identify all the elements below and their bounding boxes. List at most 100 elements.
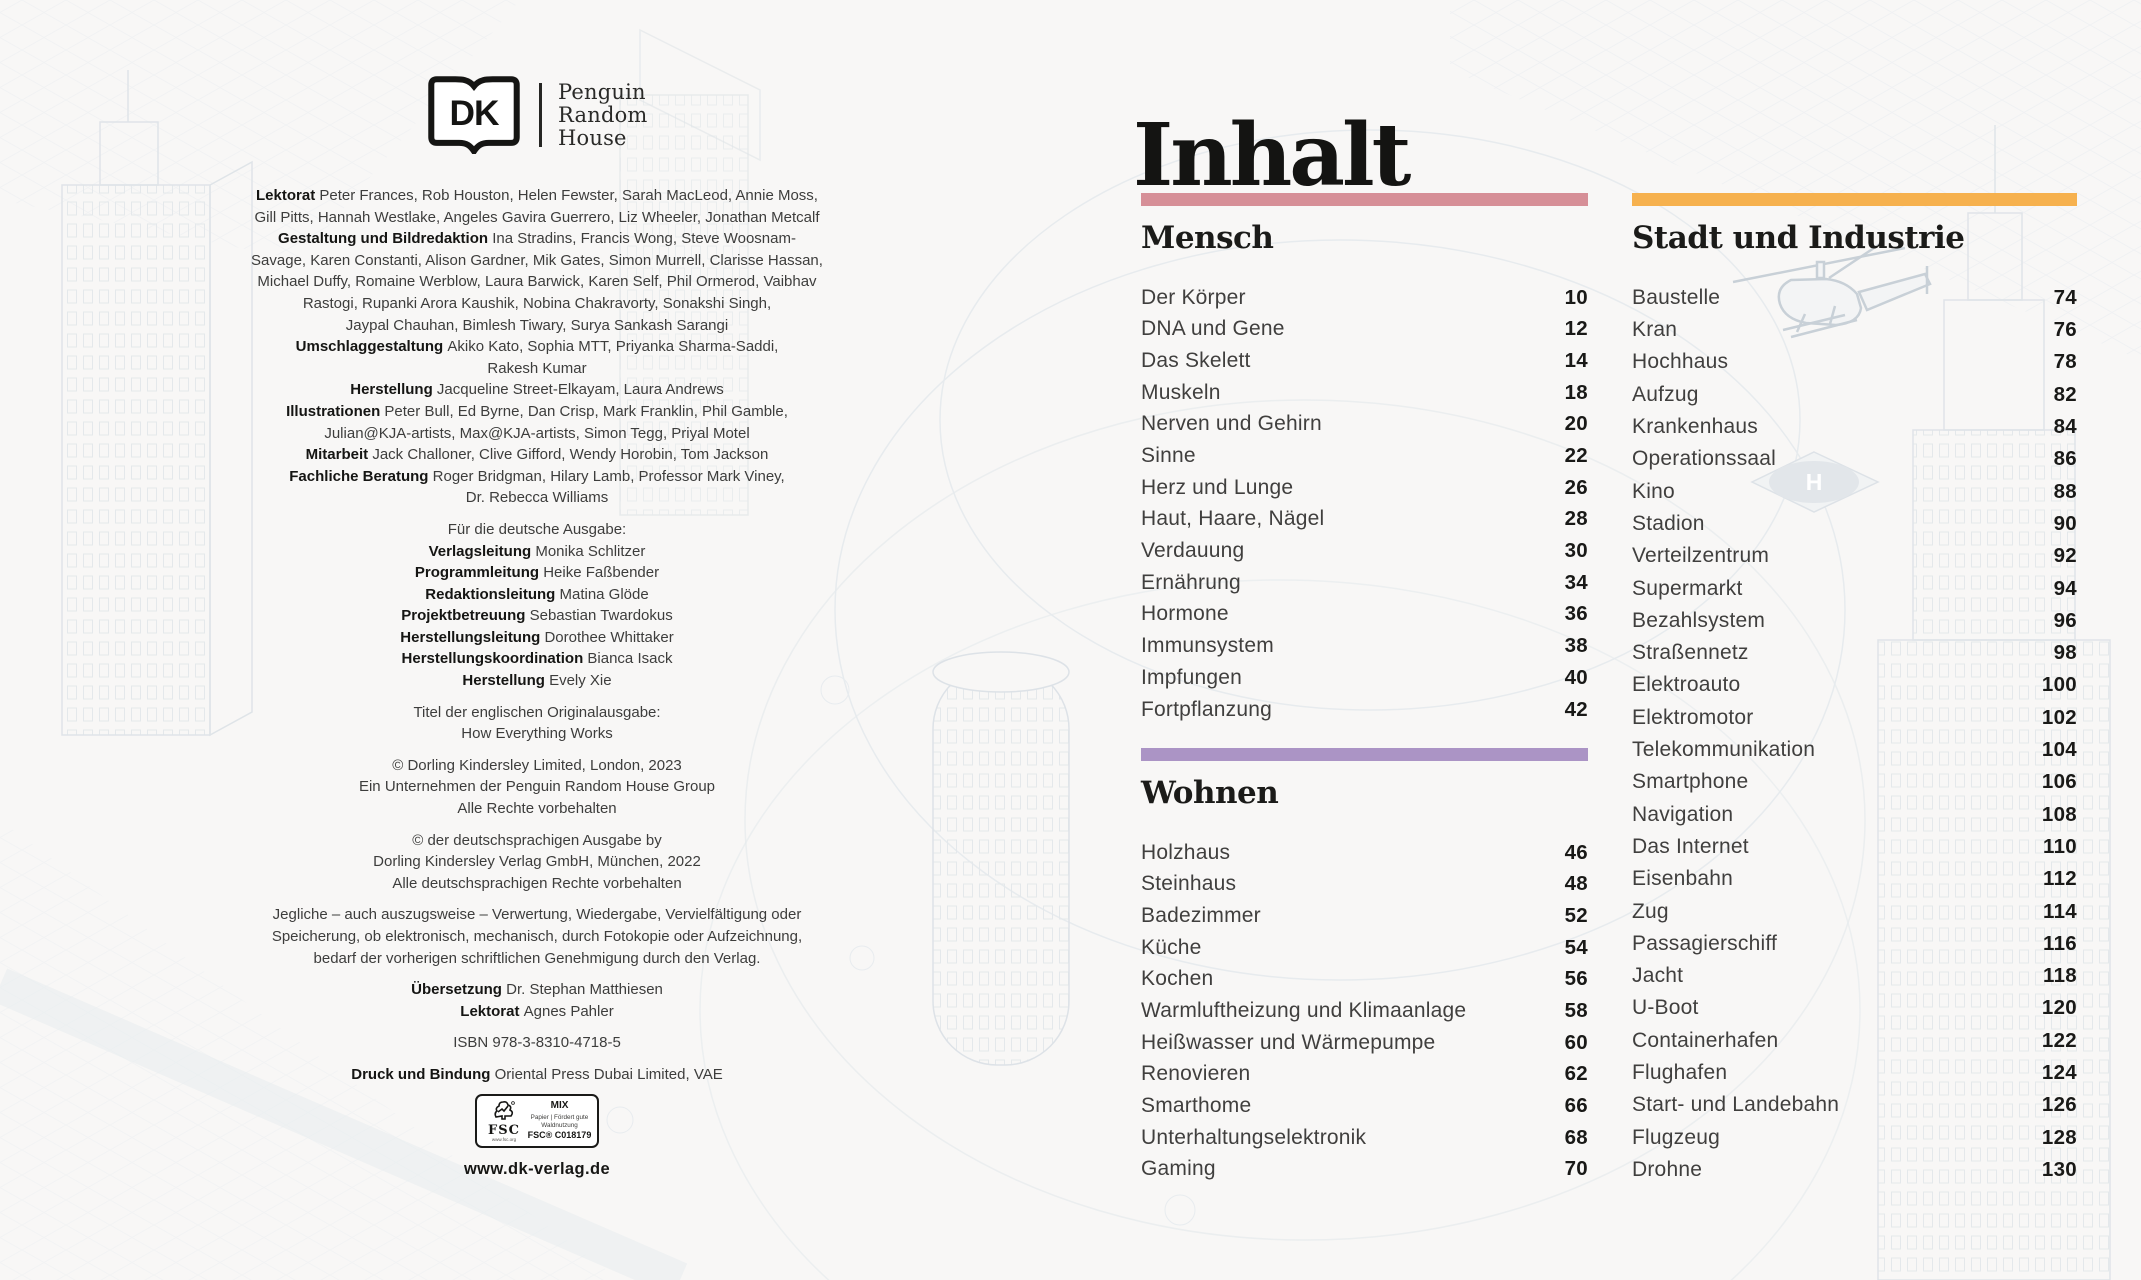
credits-paragraph: ISBN 978-3-8310-4718-5 — [178, 1032, 896, 1054]
toc-item-label: DNA und Gene — [1141, 317, 1285, 341]
page-title: Inhalt — [1133, 104, 1411, 206]
toc-item-label: Hormone — [1141, 602, 1229, 626]
credits-block: Lektorat Peter Frances, Rob Houston, Hel… — [178, 185, 896, 1096]
toc-item: Das Skelett 14 — [1141, 345, 1588, 377]
toc-item-page: 74 — [2053, 285, 2077, 309]
toc-item: Nerven und Gehirn 20 — [1141, 408, 1588, 440]
credits-line: © Dorling Kindersley Limited, London, 20… — [392, 756, 682, 774]
toc-item-page: 38 — [1564, 634, 1588, 658]
toc-item-page: 20 — [1564, 412, 1588, 436]
toc-item-page: 108 — [2041, 802, 2077, 826]
toc-item-label: Stadion — [1632, 511, 1705, 535]
toc-item-page: 30 — [1564, 539, 1588, 563]
toc-item-page: 70 — [1564, 1157, 1588, 1181]
toc-item-label: U-Boot — [1632, 996, 1699, 1020]
toc-item: Start- und Landebahn 126 — [1632, 1089, 2077, 1121]
fsc-label: FSC www.fsc.org MIX Papier | Fördert gut… — [475, 1094, 599, 1148]
toc-item-page: 104 — [2041, 738, 2077, 762]
toc-item: Baustelle 74 — [1632, 282, 2077, 314]
toc-item: Hormone 36 — [1141, 599, 1588, 631]
credits-line: Herstellungskoordination Bianca Isack — [401, 650, 673, 668]
credits-line: Fachliche Beratung Roger Bridgman, Hilar… — [289, 467, 785, 485]
imprint-line: Random — [558, 102, 648, 127]
toc-item-label: Straßennetz — [1632, 641, 1749, 665]
toc-item-page: 100 — [2041, 673, 2077, 697]
toc-item-label: Verdauung — [1141, 539, 1245, 563]
toc-item-label: Impfungen — [1141, 665, 1243, 689]
toc-item-page: 94 — [2053, 576, 2077, 600]
toc-item-label: Eisenbahn — [1632, 867, 1734, 891]
toc-item: Das Internet 110 — [1632, 831, 2077, 863]
dk-logo-icon: DK — [428, 76, 520, 154]
toc-item-label: Badezimmer — [1141, 903, 1261, 927]
toc-item-label: Elektroauto — [1632, 673, 1741, 697]
toc-item: Jacht 118 — [1632, 960, 2077, 992]
toc-item: Steinhaus 48 — [1141, 868, 1588, 900]
helicopter-illustration — [1732, 240, 1932, 339]
section-color-bar — [1141, 193, 1588, 206]
toc-item-label: Zug — [1632, 899, 1669, 923]
toc-item-label: Bezahlsystem — [1632, 608, 1766, 632]
toc-item-label: Flugzeug — [1632, 1125, 1720, 1149]
credits-paragraph: Lektorat Peter Frances, Rob Houston, Hel… — [178, 185, 896, 509]
toc-item: Passagierschiff 116 — [1632, 928, 2077, 960]
toc-item: Kran 76 — [1632, 314, 2077, 346]
toc-item-page: 106 — [2041, 770, 2077, 794]
toc-item: Heißwasser und Wärmepumpe 60 — [1141, 1027, 1588, 1059]
toc-item-label: Smartphone — [1632, 770, 1749, 794]
toc-item: Der Körper 10 — [1141, 282, 1588, 314]
toc-item-label: Ernährung — [1141, 570, 1241, 594]
toc-item-page: 54 — [1564, 935, 1588, 959]
toc-section-stadt-und-industrie: Stadt und Industrie Baustelle 74 Kran 76 Hoc… — [1632, 193, 2077, 1186]
toc-item-label: Aufzug — [1632, 382, 1699, 406]
credits-line: Lektorat Peter Frances, Rob Houston, Hel… — [256, 187, 818, 204]
toc-item-page: 102 — [2041, 705, 2077, 729]
credits-paragraph: Übersetzung Dr. Stephan Matthiesen Lektor… — [178, 979, 896, 1022]
credits-paragraph: Druck und Bindung Oriental Press Dubai L… — [178, 1064, 896, 1086]
fsc-mix: MIX — [550, 1100, 569, 1112]
toc-item-page: 84 — [2053, 415, 2077, 439]
toc-item-page: 118 — [2043, 964, 2077, 988]
credits-line: Herstellung Evely Xie — [462, 672, 612, 690]
publisher-website: www.dk-verlag.de — [463, 1160, 611, 1178]
toc-item-label: Das Internet — [1632, 834, 1749, 858]
toc-item: Hochhaus 78 — [1632, 346, 2077, 378]
toc-item: Eisenbahn 112 — [1632, 863, 2077, 895]
fsc-claim: Papier | Fördert gute Waldnutzung — [530, 1113, 589, 1129]
toc-item-page: 96 — [2053, 608, 2077, 632]
toc-item-label: Kino — [1632, 479, 1675, 503]
toc-item-label: Fortpflanzung — [1141, 697, 1273, 721]
toc-item-page: 52 — [1564, 903, 1588, 927]
toc-list: Holzhaus 46 Steinhaus 48 Badezimmer 52 Küche 54… — [1141, 837, 1588, 1186]
toc-item: Containerhafen 122 — [1632, 1025, 2077, 1057]
toc-item-label: Sinne — [1141, 444, 1196, 467]
credits-line: Projektbetreuung Sebastian Twardokus — [401, 607, 673, 625]
toc-item-label: Operationssaal — [1632, 447, 1777, 471]
toc-item: Smartphone 106 — [1632, 766, 2077, 798]
toc-item-label: Der Körper — [1141, 285, 1246, 309]
credits-line: Herstellung Jacqueline Street-Elkayam, L… — [350, 381, 724, 399]
credits-line: Julian@KJA-artists, Max@KJA-artists, Sim… — [324, 424, 750, 442]
toc-item: Sinne 22 — [1141, 440, 1588, 472]
toc-item-page: 14 — [1564, 348, 1588, 372]
toc-item-label: Gaming — [1141, 1157, 1216, 1181]
toc-item-page: 22 — [1564, 444, 1588, 467]
toc-item-page: 82 — [2053, 382, 2077, 406]
toc-item-page: 86 — [2053, 447, 2077, 471]
fsc-tree-icon — [494, 1100, 515, 1120]
toc-item: Warmluftheizung und Klimaanlage 58 — [1141, 995, 1588, 1027]
toc-item-page: 62 — [1564, 1062, 1588, 1086]
toc-item-label: Muskeln — [1141, 380, 1221, 404]
svg-text:H: H — [1806, 469, 1823, 495]
toc-item-page: 122 — [2041, 1028, 2077, 1052]
toc-item-label: Baustelle — [1632, 285, 1721, 309]
credits-line: © der deutschsprachigen Ausgabe by — [412, 831, 662, 849]
toc-item: Impfungen 40 — [1141, 662, 1588, 694]
toc-item-page: 60 — [1564, 1030, 1588, 1054]
toc-item-page: 90 — [2053, 511, 2077, 535]
toc-item-label: Heißwasser und Wärmepumpe — [1141, 1030, 1436, 1054]
toc-item-page: 46 — [1564, 840, 1588, 864]
toc-item-page: 128 — [2041, 1125, 2077, 1149]
toc-item-label: Nerven und Gehirn — [1141, 412, 1322, 436]
toc-item: Elektroauto 100 — [1632, 669, 2077, 701]
